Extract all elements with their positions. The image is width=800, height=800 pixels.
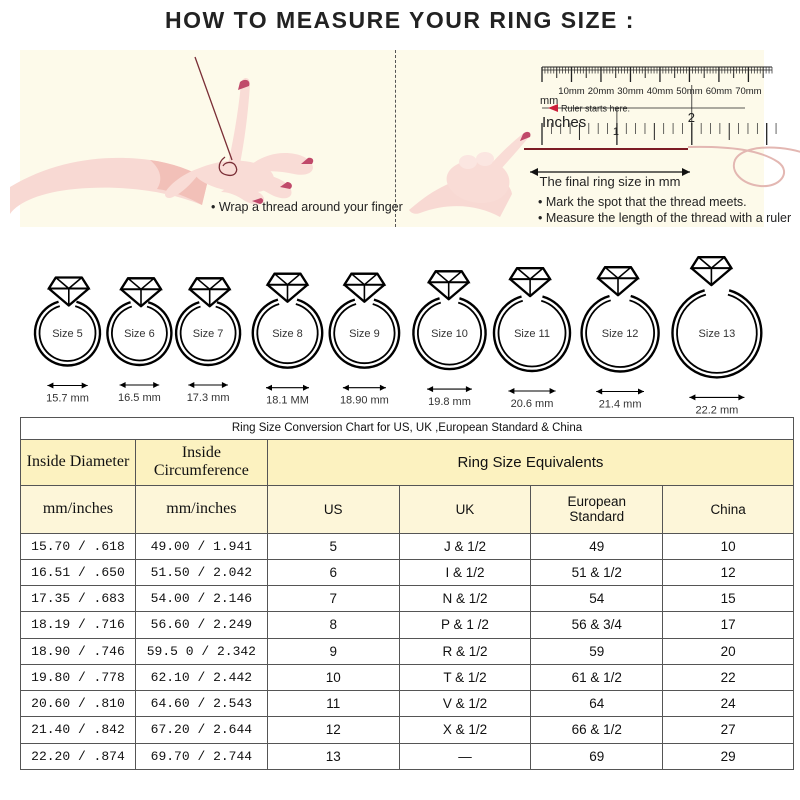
svg-text:2: 2	[688, 110, 695, 125]
svg-text:1: 1	[613, 126, 619, 138]
svg-text:60mm: 60mm	[706, 86, 732, 97]
svg-text:10mm: 10mm	[558, 86, 584, 97]
svg-text:Ruler starts here.: Ruler starts here.	[561, 104, 630, 114]
svg-text:20mm: 20mm	[588, 86, 614, 97]
svg-text:50mm: 50mm	[676, 86, 702, 97]
svg-text:70mm: 70mm	[735, 86, 761, 97]
svg-text:30mm: 30mm	[617, 86, 643, 97]
svg-text:40mm: 40mm	[647, 86, 673, 97]
svg-text:The final ring size in mm: The final ring size in mm	[540, 174, 681, 189]
